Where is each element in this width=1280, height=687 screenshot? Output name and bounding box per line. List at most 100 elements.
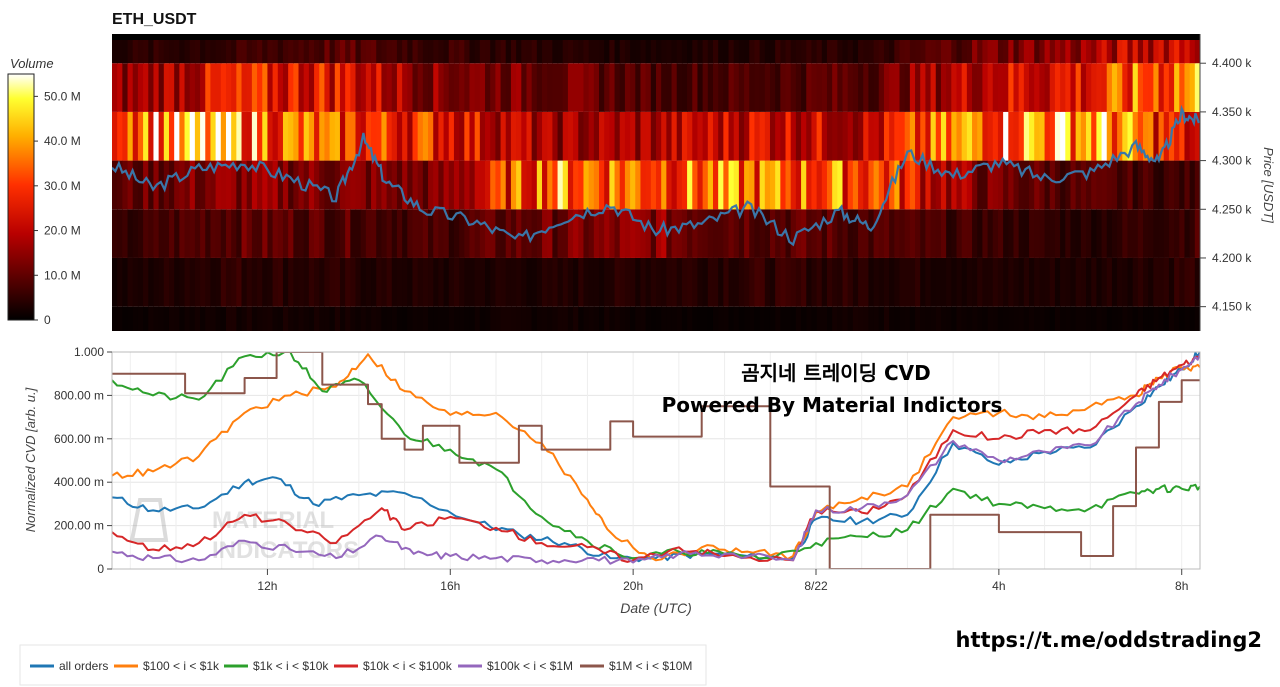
- heatmap-cell: [733, 209, 740, 258]
- heatmap-cell: [609, 111, 616, 161]
- heatmap-cell: [200, 63, 206, 112]
- heatmap-cell: [826, 160, 833, 210]
- heatmap-cell: [1080, 34, 1087, 64]
- legend-label-s100: $100 < i < $1k: [143, 659, 220, 673]
- heatmap-cell: [852, 257, 859, 307]
- heatmap-cell: [1023, 306, 1030, 331]
- heatmap-cell: [1075, 209, 1082, 258]
- heatmap-cell: [355, 306, 362, 331]
- heatmap-cell: [951, 306, 958, 331]
- heatmap-cell: [883, 209, 890, 258]
- heatmap-cell: [257, 34, 263, 64]
- heatmap-cell: [505, 257, 512, 307]
- heatmap-cell: [1091, 209, 1097, 258]
- heatmap-cell: [935, 209, 942, 258]
- heatmap-cell: [1054, 63, 1061, 112]
- heatmap-cell: [350, 34, 357, 64]
- heatmap-cell: [1054, 257, 1061, 307]
- heatmap-cell: [977, 209, 983, 258]
- price-tick-label: 4.150 k: [1212, 300, 1252, 314]
- heatmap-cell: [137, 63, 144, 112]
- heatmap-cell: [966, 306, 973, 331]
- heatmap-cell: [1194, 63, 1200, 112]
- heatmap-cell: [1117, 111, 1123, 161]
- heatmap-cell: [801, 63, 807, 112]
- heatmap-cell: [381, 111, 388, 161]
- heatmap-cell: [132, 34, 139, 64]
- heatmap-cell: [112, 34, 118, 64]
- heatmap-cell: [557, 34, 564, 64]
- heatmap-cell: [925, 209, 932, 258]
- heatmap-cell: [1065, 306, 1072, 331]
- heatmap-cell: [391, 34, 398, 64]
- heatmap-cell: [847, 306, 854, 331]
- heatmap-cell: [298, 257, 305, 307]
- heatmap-cell: [272, 160, 279, 210]
- heatmap-cell: [495, 257, 502, 307]
- heatmap-cell: [925, 306, 932, 331]
- colorbar-tick-label: 20.0 M: [44, 224, 81, 238]
- heatmap-cell: [334, 63, 341, 112]
- heatmap-cell: [365, 209, 372, 258]
- heatmap-cell: [1034, 306, 1040, 331]
- heatmap-cell: [666, 34, 673, 64]
- heatmap-cell: [251, 63, 258, 112]
- heatmap-cell: [1163, 306, 1170, 331]
- heatmap-cell: [806, 34, 813, 64]
- heatmap-cell: [1039, 209, 1046, 258]
- heatmap-cell: [1029, 34, 1035, 64]
- footer-link[interactable]: https://t.me/oddstrading2: [956, 628, 1263, 652]
- heatmap-cell: [329, 209, 336, 258]
- heatmap-cell: [1174, 160, 1180, 210]
- heatmap-cell: [837, 209, 844, 258]
- heatmap-cell: [376, 160, 383, 210]
- heatmap-cell: [168, 306, 175, 331]
- cvd-grid: [112, 351, 1200, 570]
- heatmap-cell: [1184, 160, 1191, 210]
- heatmap-cell: [500, 257, 507, 307]
- heatmap-cell: [158, 209, 165, 258]
- heatmap-cell: [490, 111, 496, 161]
- legend-label-s1m: $1M < i < $10M: [609, 659, 692, 673]
- heatmap-cell: [163, 63, 170, 112]
- heatmap-cell: [163, 306, 170, 331]
- heatmap-cell: [951, 34, 958, 64]
- heatmap-cell: [956, 63, 963, 112]
- heatmap-cell: [168, 257, 175, 307]
- heatmap-cell: [754, 209, 761, 258]
- heatmap-cell: [1013, 111, 1020, 161]
- heatmap-cell: [811, 34, 818, 64]
- heatmap-cell: [909, 160, 916, 210]
- heatmap-cell: [1018, 160, 1025, 210]
- heatmap-cell: [661, 34, 667, 64]
- heatmap-cell: [749, 257, 756, 307]
- heatmap-cell: [1086, 306, 1092, 331]
- heatmap-cell: [490, 34, 496, 64]
- heatmap-cell: [982, 34, 989, 64]
- heatmap-cell: [878, 306, 885, 331]
- heatmap-cell: [246, 209, 253, 258]
- heatmap-cell: [583, 160, 590, 210]
- heatmap-cell: [345, 63, 351, 112]
- heatmap-cell: [1111, 306, 1118, 331]
- heatmap-cell: [873, 111, 880, 161]
- heatmap-cell: [500, 209, 507, 258]
- heatmap-cell: [567, 34, 574, 64]
- heatmap-cell: [112, 63, 118, 112]
- heatmap-cell: [1189, 306, 1196, 331]
- heatmap-cell: [656, 257, 662, 307]
- heatmap-cell: [749, 34, 756, 64]
- heatmap-cell: [407, 257, 414, 307]
- heatmap-cell: [1034, 209, 1040, 258]
- heatmap-cell: [262, 160, 269, 210]
- heatmap-cell: [371, 34, 377, 64]
- heatmap-cell: [251, 111, 258, 161]
- heatmap-cell: [1034, 34, 1040, 64]
- heatmap-cell: [795, 111, 802, 161]
- heatmap-cell: [904, 257, 911, 307]
- heatmap-cell: [246, 63, 253, 112]
- heatmap-cell: [733, 160, 740, 210]
- heatmap-cell: [1127, 209, 1134, 258]
- heatmap-cell: [510, 34, 517, 64]
- heatmap-cell: [635, 160, 642, 210]
